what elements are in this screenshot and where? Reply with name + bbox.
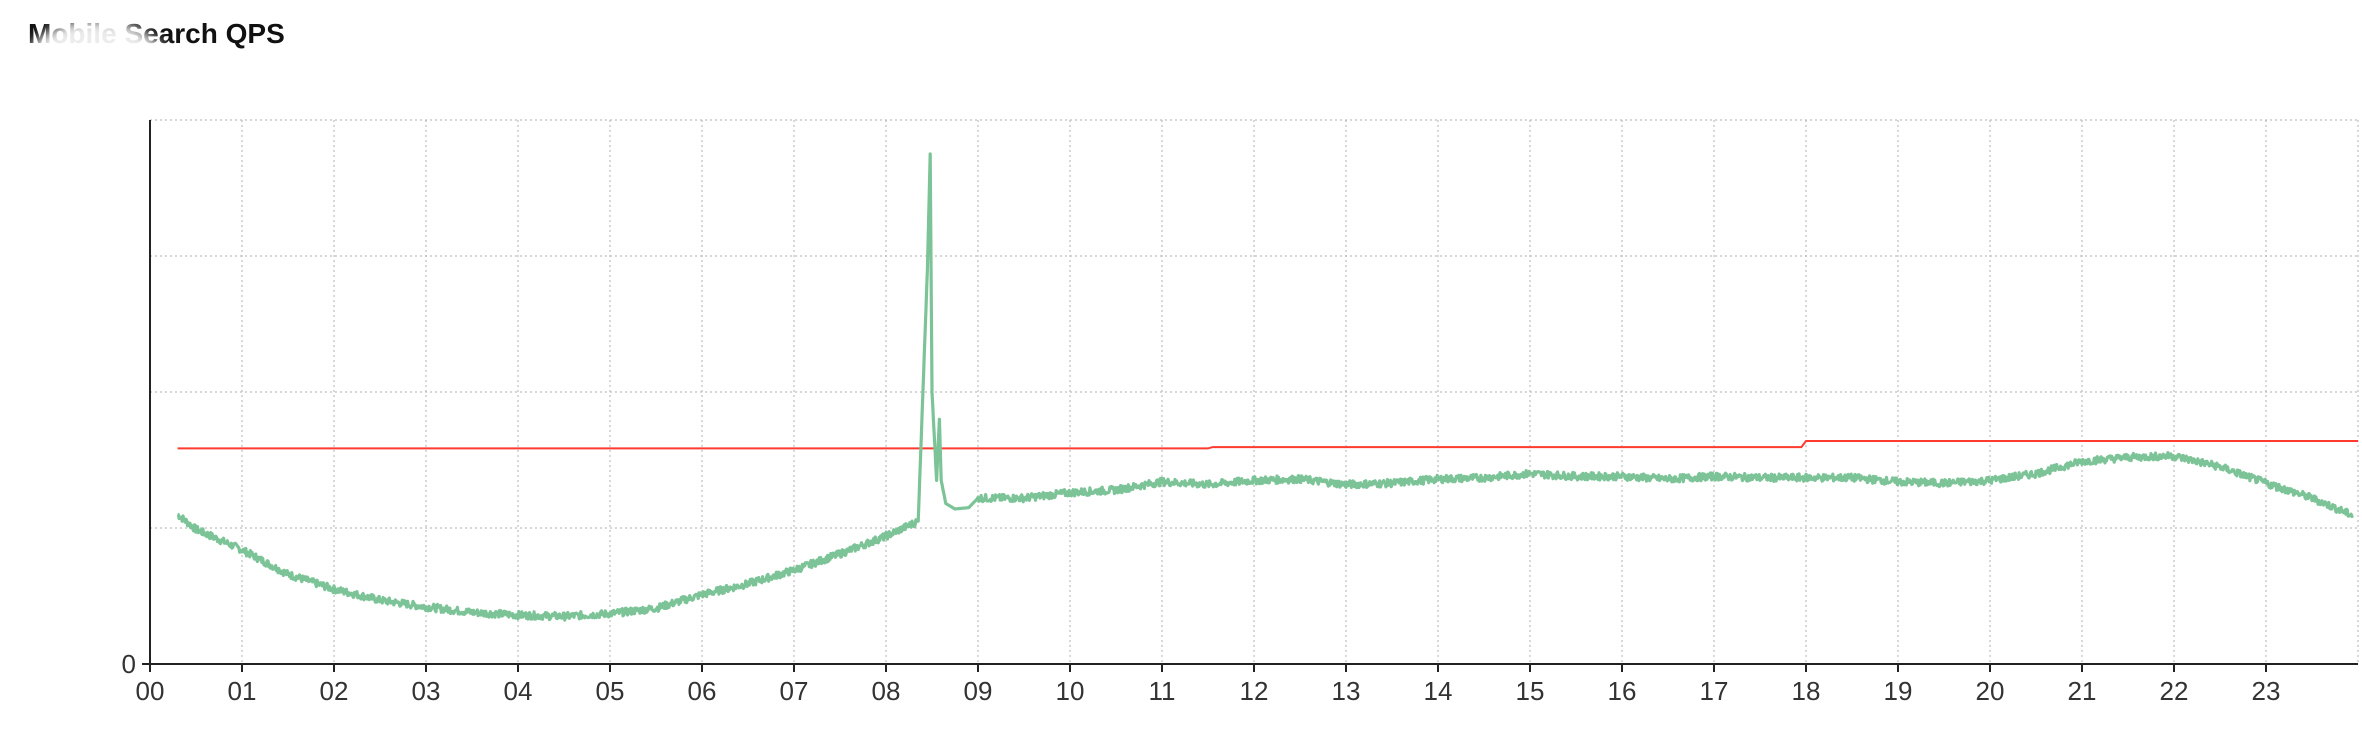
series-group <box>176 152 2358 622</box>
x-tick-label: 21 <box>2068 676 2097 706</box>
x-tick-label: 09 <box>964 676 993 706</box>
x-tick-label: 22 <box>2160 676 2189 706</box>
x-tick-label: 18 <box>1792 676 1821 706</box>
x-tick-label: 19 <box>1884 676 1913 706</box>
axes <box>142 120 2358 672</box>
x-tick-label: 08 <box>872 676 901 706</box>
y-tick-label: 0 <box>122 649 136 679</box>
x-tick-label: 10 <box>1056 676 1085 706</box>
x-tick-label: 07 <box>780 676 809 706</box>
x-tick-label: 17 <box>1700 676 1729 706</box>
x-tick-label: 03 <box>412 676 441 706</box>
x-tick-label: 15 <box>1516 676 1545 706</box>
series-line-qps <box>176 152 2355 622</box>
x-tick-label: 23 <box>2252 676 2281 706</box>
grid-lines <box>150 119 2359 664</box>
x-tick-label: 14 <box>1424 676 1453 706</box>
tick-labels: 00 01 02 03 04 05 06 07 08 09 10 11 12 13 14 15 16 17 18 19… <box>122 649 2281 706</box>
x-tick-label: 05 <box>596 676 625 706</box>
x-tick-label: 02 <box>320 676 349 706</box>
series-line-threshold <box>177 440 2358 450</box>
x-tick-label: 12 <box>1240 676 1269 706</box>
x-tick-label: 00 <box>136 676 165 706</box>
x-tick-label: 04 <box>504 676 533 706</box>
x-tick-label: 01 <box>228 676 257 706</box>
x-tick-label: 13 <box>1332 676 1361 706</box>
x-tick-label: 06 <box>688 676 717 706</box>
x-tick-label: 11 <box>1149 676 1176 706</box>
x-tick-label: 20 <box>1976 676 2005 706</box>
x-tick-label: 16 <box>1608 676 1637 706</box>
obscured-y-axis-area <box>10 20 182 620</box>
